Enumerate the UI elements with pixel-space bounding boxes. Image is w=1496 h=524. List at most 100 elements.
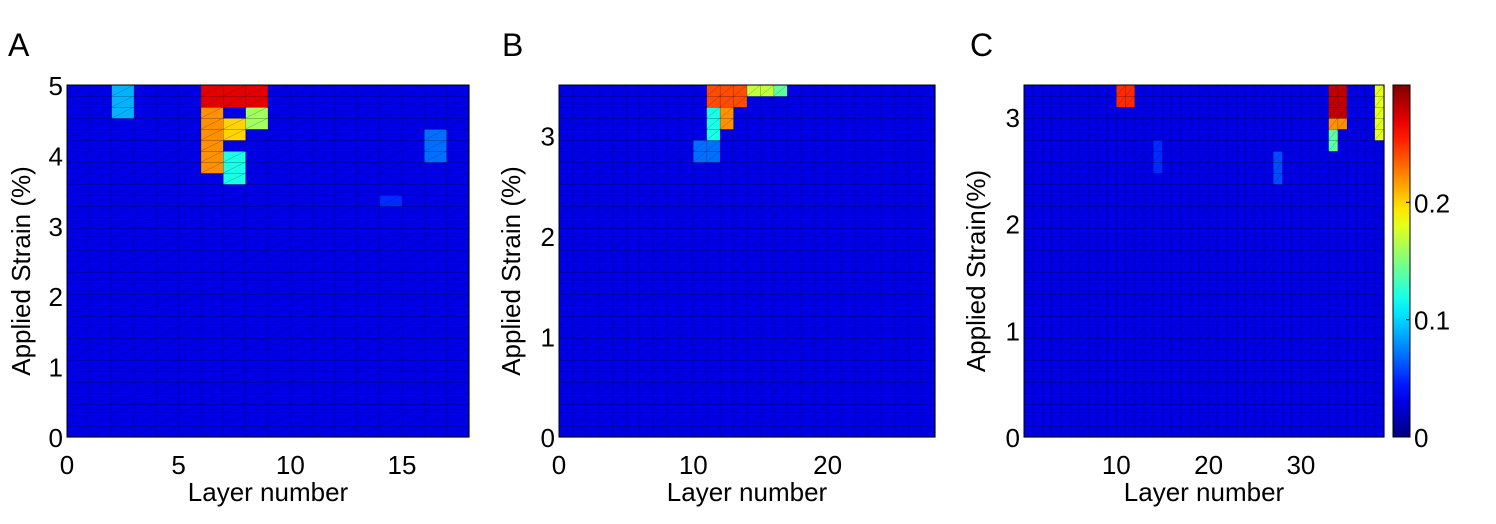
mesh-diagonal [840, 249, 855, 262]
heatmap-cell [1143, 150, 1154, 163]
mesh-diagonal [401, 359, 425, 372]
mesh-diagonal [1079, 304, 1089, 317]
heatmap-cell [1300, 326, 1311, 339]
mesh-diagonal [401, 139, 425, 152]
mesh-diagonal [1199, 425, 1209, 438]
mesh-diagonal [1106, 205, 1117, 218]
mesh-diagonal [746, 150, 761, 163]
mesh-diagonal [612, 326, 627, 339]
heatmap-cell [599, 348, 614, 361]
mesh-diagonal [1217, 315, 1228, 328]
heatmap-cell [867, 194, 882, 207]
heatmap-cell [1152, 326, 1164, 339]
heatmap-cell [1051, 381, 1062, 394]
mesh-diagonal [1171, 238, 1182, 251]
heatmap-cell [666, 128, 681, 141]
heatmap-cell [894, 282, 909, 295]
heatmap-cell [1309, 238, 1321, 251]
mesh-diagonal [1309, 293, 1320, 306]
mesh-diagonal [89, 84, 112, 97]
heatmap-cell [760, 315, 775, 328]
mesh-diagonal [424, 337, 447, 350]
heatmap-cell [1309, 161, 1321, 174]
heatmap-cell [706, 293, 721, 306]
mesh-diagonal [867, 117, 882, 130]
heatmap-cell [854, 117, 869, 130]
heatmap-cell [1106, 348, 1117, 361]
heatmap-cell [746, 183, 762, 196]
heatmap-cell [894, 359, 909, 372]
heatmap-cell [585, 227, 600, 240]
heatmap-cell [612, 414, 627, 427]
heatmap-cell [907, 370, 923, 383]
heatmap-cell [881, 392, 896, 405]
mesh-diagonal [312, 183, 336, 196]
mesh-diagonal [881, 304, 895, 317]
mesh-diagonal [679, 326, 694, 339]
mesh-diagonal [1226, 381, 1237, 394]
heatmap-cell [1134, 403, 1145, 416]
mesh-diagonal [1226, 282, 1237, 295]
mesh-diagonal [813, 128, 828, 141]
mesh-diagonal [1263, 403, 1274, 416]
heatmap-cell [907, 205, 923, 218]
heatmap-cell [1208, 403, 1219, 416]
mesh-diagonal [156, 348, 179, 361]
heatmap-cell [1199, 271, 1210, 284]
mesh-diagonal [312, 271, 336, 284]
mesh-diagonal [1051, 392, 1062, 405]
mesh-diagonal [746, 249, 761, 262]
mesh-diagonal [1162, 282, 1172, 295]
mesh-diagonal [223, 95, 246, 108]
mesh-diagonal [921, 216, 936, 229]
heatmap-cell [1171, 205, 1182, 218]
mesh-diagonal [1116, 326, 1126, 339]
mesh-diagonal [599, 161, 613, 174]
heatmap-cell [760, 348, 775, 361]
heatmap-cell [1152, 359, 1164, 372]
heatmap-cell [666, 392, 681, 405]
heatmap-cell [1236, 271, 1247, 284]
mesh-diagonal [773, 227, 788, 240]
mesh-diagonal [639, 304, 654, 317]
mesh-diagonal [1134, 183, 1145, 196]
heatmap-cell [787, 84, 802, 97]
heatmap-cell [1051, 315, 1062, 328]
mesh-diagonal [813, 205, 828, 218]
mesh-diagonal [921, 194, 936, 207]
mesh-diagonal [245, 315, 269, 328]
heatmap-cell [1171, 381, 1182, 394]
heatmap-cell [1199, 425, 1210, 438]
heatmap-cell [1199, 260, 1210, 273]
mesh-diagonal [881, 282, 895, 295]
heatmap-cell [1263, 227, 1274, 240]
mesh-diagonal [773, 183, 788, 196]
mesh-diagonal [133, 271, 157, 284]
heatmap-cell [1171, 238, 1182, 251]
mesh-diagonal [666, 172, 681, 185]
mesh-diagonal [1033, 271, 1043, 284]
mesh-diagonal [357, 194, 380, 207]
mesh-diagonal [133, 150, 157, 163]
mesh-diagonal [787, 150, 801, 163]
heatmap-cell [1023, 392, 1034, 405]
heatmap-cell [1199, 414, 1210, 427]
heatmap-cell [881, 117, 896, 130]
mesh-diagonal [787, 117, 801, 130]
mesh-diagonal [854, 161, 869, 174]
mesh-diagonal [1273, 348, 1283, 361]
mesh-diagonal [1069, 315, 1080, 328]
heatmap-cell [1189, 238, 1201, 251]
heatmap-cell [599, 359, 614, 372]
mesh-diagonal [89, 161, 112, 174]
mesh-diagonal [746, 271, 761, 284]
mesh-diagonal [760, 293, 775, 306]
mesh-diagonal [1079, 260, 1089, 273]
heatmap-cell [827, 139, 842, 152]
mesh-diagonal [111, 84, 135, 97]
mesh-diagonal [1180, 238, 1191, 251]
mesh-diagonal [379, 425, 403, 438]
mesh-diagonal [1097, 403, 1108, 416]
mesh-diagonal [867, 315, 882, 328]
heatmap-cell [854, 106, 869, 119]
